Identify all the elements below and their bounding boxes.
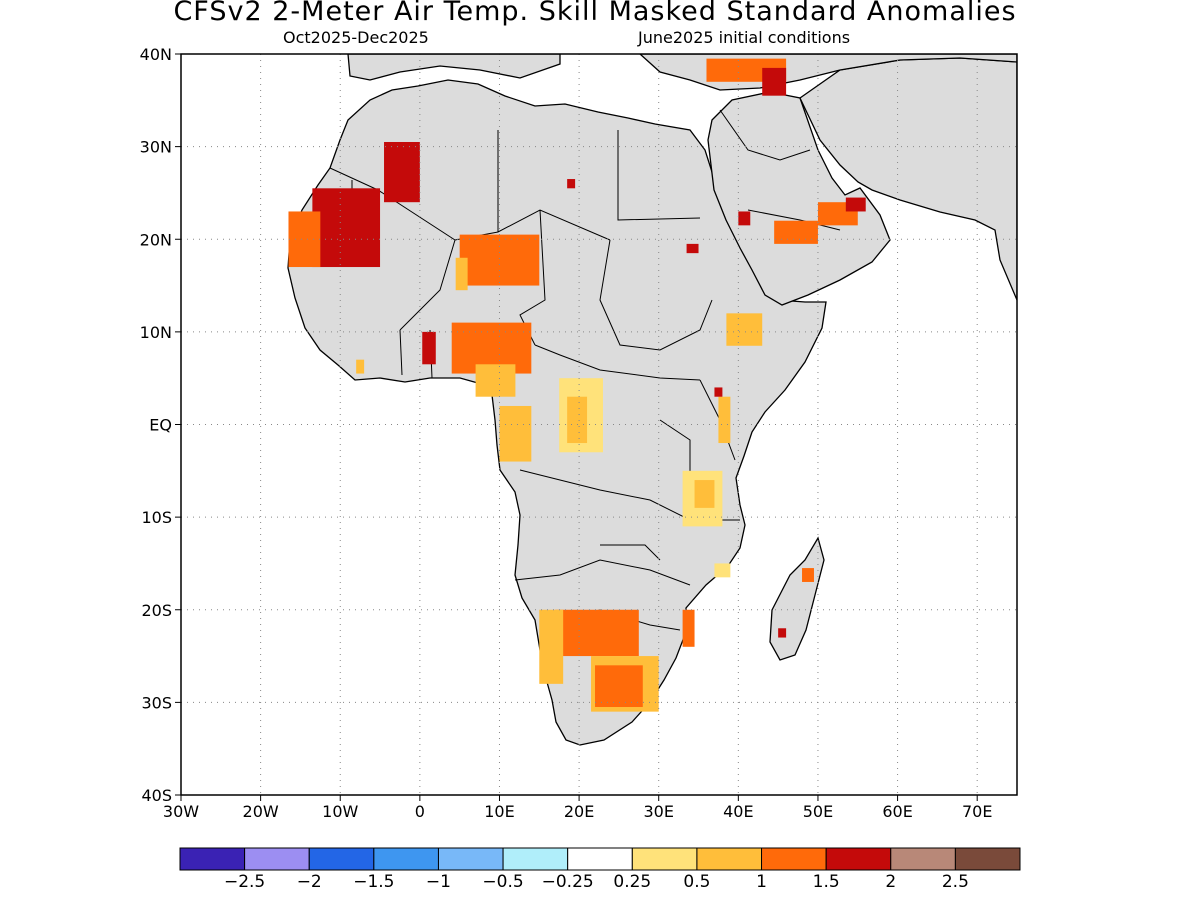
legend-swatch bbox=[308, 847, 375, 871]
lon-label: 20W bbox=[243, 802, 279, 821]
anomaly-region-south-africa-core bbox=[595, 665, 643, 708]
legend-label: −1 bbox=[426, 872, 451, 892]
legend-swatch bbox=[567, 847, 633, 871]
legend-label: 1 bbox=[756, 872, 767, 892]
lat-label: 30N bbox=[140, 138, 172, 157]
anomaly-region-congo-basin-core bbox=[567, 396, 588, 444]
legend-label: −2.5 bbox=[224, 872, 265, 892]
anomaly-region-cameroon-gabon bbox=[499, 405, 532, 462]
lat-label: 10N bbox=[140, 323, 172, 342]
lat-label: 40N bbox=[140, 45, 172, 64]
lon-label: 10E bbox=[484, 802, 514, 821]
legend-label: 2 bbox=[885, 872, 896, 892]
legend-swatch bbox=[244, 847, 310, 871]
anomaly-region-uganda-spot bbox=[714, 387, 723, 397]
country-borders bbox=[329, 109, 841, 631]
anomaly-region-nigeria-fringe bbox=[475, 364, 516, 397]
anomaly-region-namibia-botswana bbox=[555, 609, 639, 657]
anomaly-region-saudi-yemen bbox=[774, 220, 818, 244]
legend-swatch bbox=[179, 847, 246, 871]
legend-swatch bbox=[761, 847, 827, 871]
anomaly-region-libya-spot bbox=[567, 179, 576, 189]
anomaly-region-kenya-north bbox=[718, 396, 731, 444]
legend-swatch bbox=[373, 847, 439, 871]
color-legend: −2.5 −2 −1.5 −1 −0.5 −0.25 0.25 0.5 1 1.5 2 2.5 bbox=[179, 847, 1021, 892]
lon-label: 30W bbox=[163, 802, 199, 821]
legend-label: 1.5 bbox=[813, 872, 840, 892]
lat-label: 20S bbox=[141, 601, 172, 620]
legend-label: −0.25 bbox=[542, 872, 594, 892]
lon-label: 40E bbox=[723, 802, 753, 821]
anomaly-region-algeria-west bbox=[384, 141, 420, 203]
europe-strip bbox=[347, 54, 561, 81]
legend-label: −2 bbox=[297, 872, 322, 892]
anomaly-region-malawi-spot bbox=[714, 563, 731, 578]
legend-swatch bbox=[696, 847, 763, 871]
lat-label: EQ bbox=[149, 416, 172, 435]
anomaly-region-western-sahara-edge bbox=[288, 211, 321, 268]
lon-label: 60E bbox=[882, 802, 912, 821]
anomaly-region-liberia-spot bbox=[356, 359, 365, 374]
lat-label: 40S bbox=[141, 786, 172, 805]
legend-swatch bbox=[890, 847, 956, 871]
anomaly-region-niger-chad-fringe bbox=[455, 257, 468, 291]
legend-label: 0.25 bbox=[613, 872, 651, 892]
anomaly-region-mauritania bbox=[312, 188, 381, 268]
anomaly-region-uae-core bbox=[845, 197, 866, 212]
gridlines bbox=[181, 54, 1017, 795]
legend-swatch bbox=[954, 847, 1021, 871]
anomaly-region-sudan-spot bbox=[686, 243, 699, 254]
legend-label: −0.5 bbox=[482, 872, 523, 892]
lon-label: 0 bbox=[415, 802, 425, 821]
legend-label: −1.5 bbox=[353, 872, 394, 892]
lon-label: 10W bbox=[322, 802, 358, 821]
lat-label: 30S bbox=[141, 693, 172, 712]
anomaly-region-madagascar-east bbox=[802, 568, 814, 582]
initial-conditions: June2025 initial conditions bbox=[638, 28, 851, 47]
anomaly-region-niger-chad bbox=[459, 234, 540, 286]
lon-label: 50E bbox=[803, 802, 833, 821]
legend-swatch bbox=[502, 847, 569, 871]
legend-swatch bbox=[437, 847, 504, 871]
anomaly-region-saudi-spot bbox=[738, 211, 751, 226]
lat-label: 10S bbox=[141, 508, 172, 527]
lon-label: 70E bbox=[962, 802, 992, 821]
anomaly-region-togo bbox=[422, 331, 436, 365]
legend-label: 0.5 bbox=[683, 872, 710, 892]
lat-label: 20N bbox=[140, 230, 172, 249]
map-title: CFSv2 2-Meter Air Temp. Skill Masked Sta… bbox=[173, 0, 1017, 27]
anomaly-region-mozambique-strip bbox=[682, 609, 695, 647]
anomaly-region-madagascar-west bbox=[778, 628, 787, 638]
anomaly-region-ethiopia bbox=[726, 313, 763, 346]
legend-swatch bbox=[825, 847, 892, 871]
anomaly-region-namibia-fringe bbox=[539, 609, 564, 684]
anomaly-region-tanzania-core bbox=[694, 480, 715, 508]
forecast-period: Oct2025-Dec2025 bbox=[283, 28, 429, 47]
legend-label: 2.5 bbox=[942, 872, 969, 892]
anomaly-region-caucasus-spot bbox=[762, 67, 787, 96]
legend-swatch bbox=[631, 847, 698, 871]
lon-label: 30E bbox=[643, 802, 673, 821]
lon-label: 20E bbox=[564, 802, 594, 821]
